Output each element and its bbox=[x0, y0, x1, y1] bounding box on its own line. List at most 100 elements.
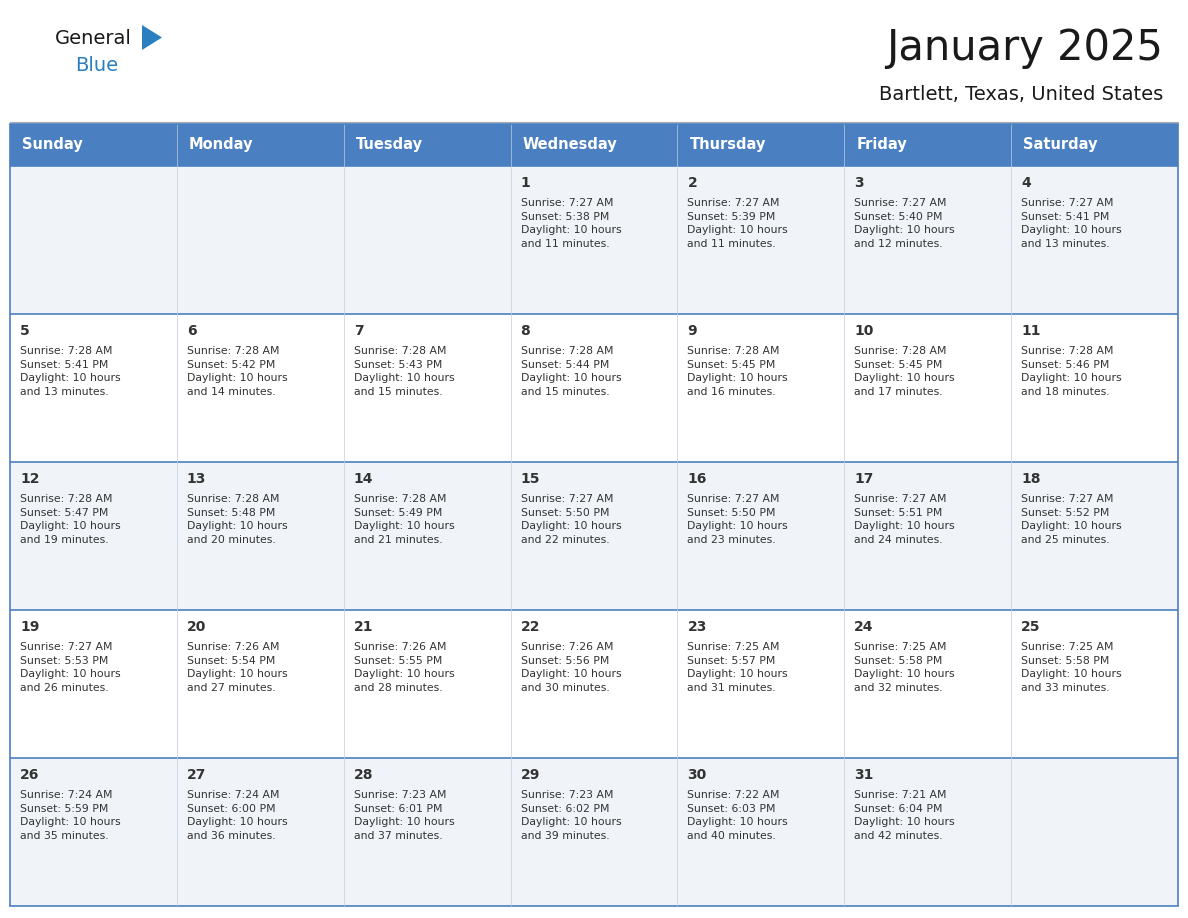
Text: Sunrise: 7:24 AM
Sunset: 6:00 PM
Daylight: 10 hours
and 36 minutes.: Sunrise: 7:24 AM Sunset: 6:00 PM Dayligh… bbox=[187, 790, 287, 841]
Text: Sunrise: 7:28 AM
Sunset: 5:46 PM
Daylight: 10 hours
and 18 minutes.: Sunrise: 7:28 AM Sunset: 5:46 PM Dayligh… bbox=[1022, 346, 1121, 397]
Text: Thursday: Thursday bbox=[689, 138, 766, 152]
Text: 4: 4 bbox=[1022, 176, 1031, 190]
Bar bbox=[677, 314, 845, 462]
Text: 24: 24 bbox=[854, 620, 874, 634]
Text: Monday: Monday bbox=[189, 138, 253, 152]
Text: General: General bbox=[55, 28, 132, 48]
Text: 8: 8 bbox=[520, 324, 530, 338]
Text: Sunrise: 7:23 AM
Sunset: 6:01 PM
Daylight: 10 hours
and 37 minutes.: Sunrise: 7:23 AM Sunset: 6:01 PM Dayligh… bbox=[354, 790, 454, 841]
Bar bbox=[343, 124, 511, 166]
Text: 23: 23 bbox=[688, 620, 707, 634]
Text: 2: 2 bbox=[688, 176, 697, 190]
Bar bbox=[343, 758, 511, 906]
Text: Sunrise: 7:28 AM
Sunset: 5:49 PM
Daylight: 10 hours
and 21 minutes.: Sunrise: 7:28 AM Sunset: 5:49 PM Dayligh… bbox=[354, 494, 454, 544]
Text: Sunrise: 7:25 AM
Sunset: 5:57 PM
Daylight: 10 hours
and 31 minutes.: Sunrise: 7:25 AM Sunset: 5:57 PM Dayligh… bbox=[688, 642, 788, 693]
Bar bbox=[10, 314, 177, 462]
Text: Tuesday: Tuesday bbox=[355, 138, 423, 152]
Text: Sunrise: 7:28 AM
Sunset: 5:41 PM
Daylight: 10 hours
and 13 minutes.: Sunrise: 7:28 AM Sunset: 5:41 PM Dayligh… bbox=[20, 346, 121, 397]
Text: Sunrise: 7:28 AM
Sunset: 5:45 PM
Daylight: 10 hours
and 17 minutes.: Sunrise: 7:28 AM Sunset: 5:45 PM Dayligh… bbox=[854, 346, 955, 397]
Text: Sunrise: 7:24 AM
Sunset: 5:59 PM
Daylight: 10 hours
and 35 minutes.: Sunrise: 7:24 AM Sunset: 5:59 PM Dayligh… bbox=[20, 790, 121, 841]
Bar bbox=[845, 758, 1011, 906]
Bar bbox=[10, 758, 177, 906]
Bar bbox=[10, 124, 177, 166]
Bar bbox=[1011, 314, 1178, 462]
Text: Sunrise: 7:28 AM
Sunset: 5:45 PM
Daylight: 10 hours
and 16 minutes.: Sunrise: 7:28 AM Sunset: 5:45 PM Dayligh… bbox=[688, 346, 788, 397]
Bar bbox=[845, 314, 1011, 462]
Bar bbox=[177, 758, 343, 906]
Text: 29: 29 bbox=[520, 768, 541, 782]
Bar bbox=[511, 462, 677, 610]
Text: January 2025: January 2025 bbox=[886, 27, 1163, 69]
Text: Bartlett, Texas, United States: Bartlett, Texas, United States bbox=[879, 85, 1163, 105]
Text: 26: 26 bbox=[20, 768, 39, 782]
Text: Sunday: Sunday bbox=[23, 138, 83, 152]
Text: Saturday: Saturday bbox=[1023, 138, 1098, 152]
Text: 15: 15 bbox=[520, 472, 541, 486]
Bar bbox=[845, 610, 1011, 758]
Text: Sunrise: 7:26 AM
Sunset: 5:54 PM
Daylight: 10 hours
and 27 minutes.: Sunrise: 7:26 AM Sunset: 5:54 PM Dayligh… bbox=[187, 642, 287, 693]
Text: 9: 9 bbox=[688, 324, 697, 338]
Text: 17: 17 bbox=[854, 472, 873, 486]
Bar bbox=[511, 758, 677, 906]
Bar bbox=[177, 166, 343, 314]
Text: 21: 21 bbox=[354, 620, 373, 634]
Bar bbox=[10, 166, 177, 314]
Bar bbox=[677, 124, 845, 166]
Text: Sunrise: 7:22 AM
Sunset: 6:03 PM
Daylight: 10 hours
and 40 minutes.: Sunrise: 7:22 AM Sunset: 6:03 PM Dayligh… bbox=[688, 790, 788, 841]
Text: Wednesday: Wednesday bbox=[523, 138, 618, 152]
Text: Sunrise: 7:27 AM
Sunset: 5:38 PM
Daylight: 10 hours
and 11 minutes.: Sunrise: 7:27 AM Sunset: 5:38 PM Dayligh… bbox=[520, 198, 621, 249]
Text: Sunrise: 7:25 AM
Sunset: 5:58 PM
Daylight: 10 hours
and 32 minutes.: Sunrise: 7:25 AM Sunset: 5:58 PM Dayligh… bbox=[854, 642, 955, 693]
Bar bbox=[343, 314, 511, 462]
Text: Sunrise: 7:28 AM
Sunset: 5:42 PM
Daylight: 10 hours
and 14 minutes.: Sunrise: 7:28 AM Sunset: 5:42 PM Dayligh… bbox=[187, 346, 287, 397]
Text: 20: 20 bbox=[187, 620, 207, 634]
Text: Sunrise: 7:26 AM
Sunset: 5:55 PM
Daylight: 10 hours
and 28 minutes.: Sunrise: 7:26 AM Sunset: 5:55 PM Dayligh… bbox=[354, 642, 454, 693]
Text: 7: 7 bbox=[354, 324, 364, 338]
Bar bbox=[343, 166, 511, 314]
Text: Sunrise: 7:28 AM
Sunset: 5:43 PM
Daylight: 10 hours
and 15 minutes.: Sunrise: 7:28 AM Sunset: 5:43 PM Dayligh… bbox=[354, 346, 454, 397]
Text: 6: 6 bbox=[187, 324, 196, 338]
Bar bbox=[511, 124, 677, 166]
Bar bbox=[177, 462, 343, 610]
Bar bbox=[511, 610, 677, 758]
Bar bbox=[511, 314, 677, 462]
Text: Sunrise: 7:27 AM
Sunset: 5:50 PM
Daylight: 10 hours
and 23 minutes.: Sunrise: 7:27 AM Sunset: 5:50 PM Dayligh… bbox=[688, 494, 788, 544]
Bar bbox=[677, 758, 845, 906]
Text: 11: 11 bbox=[1022, 324, 1041, 338]
Text: 10: 10 bbox=[854, 324, 873, 338]
Bar bbox=[845, 166, 1011, 314]
Polygon shape bbox=[143, 25, 162, 50]
Text: Sunrise: 7:27 AM
Sunset: 5:50 PM
Daylight: 10 hours
and 22 minutes.: Sunrise: 7:27 AM Sunset: 5:50 PM Dayligh… bbox=[520, 494, 621, 544]
Text: Sunrise: 7:26 AM
Sunset: 5:56 PM
Daylight: 10 hours
and 30 minutes.: Sunrise: 7:26 AM Sunset: 5:56 PM Dayligh… bbox=[520, 642, 621, 693]
Text: Sunrise: 7:25 AM
Sunset: 5:58 PM
Daylight: 10 hours
and 33 minutes.: Sunrise: 7:25 AM Sunset: 5:58 PM Dayligh… bbox=[1022, 642, 1121, 693]
Bar bbox=[677, 462, 845, 610]
Text: Blue: Blue bbox=[75, 55, 118, 74]
Bar bbox=[177, 314, 343, 462]
Text: 18: 18 bbox=[1022, 472, 1041, 486]
Bar bbox=[511, 166, 677, 314]
Text: 16: 16 bbox=[688, 472, 707, 486]
Bar bbox=[845, 462, 1011, 610]
Text: Sunrise: 7:21 AM
Sunset: 6:04 PM
Daylight: 10 hours
and 42 minutes.: Sunrise: 7:21 AM Sunset: 6:04 PM Dayligh… bbox=[854, 790, 955, 841]
Text: Sunrise: 7:27 AM
Sunset: 5:52 PM
Daylight: 10 hours
and 25 minutes.: Sunrise: 7:27 AM Sunset: 5:52 PM Dayligh… bbox=[1022, 494, 1121, 544]
Bar bbox=[1011, 758, 1178, 906]
Text: Sunrise: 7:28 AM
Sunset: 5:44 PM
Daylight: 10 hours
and 15 minutes.: Sunrise: 7:28 AM Sunset: 5:44 PM Dayligh… bbox=[520, 346, 621, 397]
Text: 25: 25 bbox=[1022, 620, 1041, 634]
Bar bbox=[677, 166, 845, 314]
Text: Sunrise: 7:28 AM
Sunset: 5:47 PM
Daylight: 10 hours
and 19 minutes.: Sunrise: 7:28 AM Sunset: 5:47 PM Dayligh… bbox=[20, 494, 121, 544]
Bar bbox=[845, 124, 1011, 166]
Text: Sunrise: 7:28 AM
Sunset: 5:48 PM
Daylight: 10 hours
and 20 minutes.: Sunrise: 7:28 AM Sunset: 5:48 PM Dayligh… bbox=[187, 494, 287, 544]
Bar bbox=[177, 124, 343, 166]
Bar bbox=[10, 610, 177, 758]
Bar bbox=[343, 610, 511, 758]
Bar bbox=[677, 610, 845, 758]
Text: 3: 3 bbox=[854, 176, 864, 190]
Text: Friday: Friday bbox=[857, 138, 906, 152]
Bar bbox=[1011, 462, 1178, 610]
Bar bbox=[177, 610, 343, 758]
Text: 22: 22 bbox=[520, 620, 541, 634]
Text: 31: 31 bbox=[854, 768, 873, 782]
Text: 30: 30 bbox=[688, 768, 707, 782]
Text: Sunrise: 7:27 AM
Sunset: 5:39 PM
Daylight: 10 hours
and 11 minutes.: Sunrise: 7:27 AM Sunset: 5:39 PM Dayligh… bbox=[688, 198, 788, 249]
Text: Sunrise: 7:23 AM
Sunset: 6:02 PM
Daylight: 10 hours
and 39 minutes.: Sunrise: 7:23 AM Sunset: 6:02 PM Dayligh… bbox=[520, 790, 621, 841]
Text: Sunrise: 7:27 AM
Sunset: 5:41 PM
Daylight: 10 hours
and 13 minutes.: Sunrise: 7:27 AM Sunset: 5:41 PM Dayligh… bbox=[1022, 198, 1121, 249]
